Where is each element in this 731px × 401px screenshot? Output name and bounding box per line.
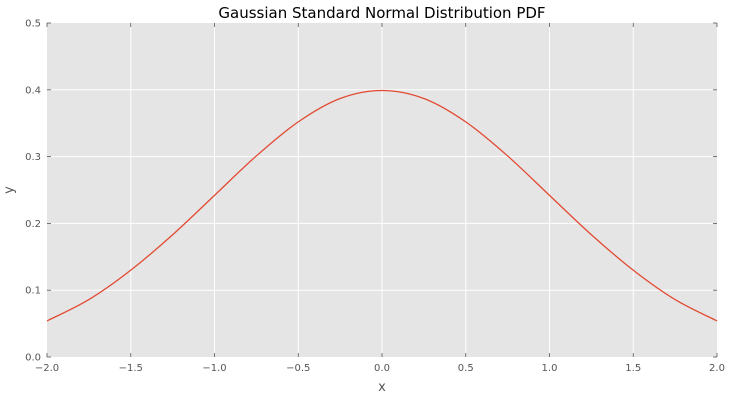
x-tick-label: 0.0 — [374, 363, 390, 374]
x-axis-label: x — [378, 380, 386, 395]
y-tick-label: 0.0 — [25, 353, 41, 364]
y-tick-label: 0.4 — [25, 85, 41, 96]
chart-title: Gaussian Standard Normal Distribution PD… — [218, 4, 545, 22]
y-tick-label: 0.1 — [25, 286, 41, 297]
y-tick-label: 0.5 — [25, 19, 41, 30]
x-tick-label: 1.0 — [542, 363, 558, 374]
x-tick-label: −2.0 — [35, 363, 59, 374]
x-tick-label: −0.5 — [286, 363, 310, 374]
y-tick-label: 0.3 — [25, 152, 41, 163]
y-axis-label: y — [2, 186, 17, 194]
tick-marks — [46, 22, 718, 358]
y-tick-labels: 0.0 0.1 0.2 0.3 0.4 0.5 — [25, 19, 41, 364]
series-line — [46, 89, 718, 322]
y-tick-label: 0.2 — [25, 219, 41, 230]
x-tick-label: −1.5 — [119, 363, 143, 374]
grid-lines — [47, 23, 717, 357]
x-tick-labels: −2.0 −1.5 −1.0 −0.5 0.0 0.5 1.0 1.5 2.0 — [35, 363, 725, 374]
x-tick-label: 1.5 — [625, 363, 641, 374]
x-tick-label: 2.0 — [709, 363, 725, 374]
x-tick-label: 0.5 — [458, 363, 474, 374]
x-tick-label: −1.0 — [202, 363, 226, 374]
